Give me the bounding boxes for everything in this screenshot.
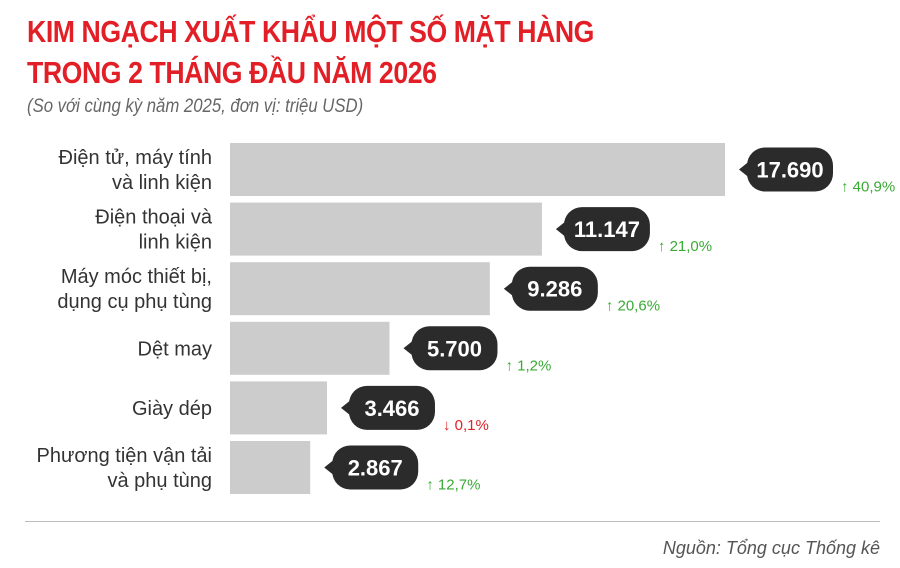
bar [230,262,490,316]
divider [25,521,880,522]
category-label: dụng cụ phụ tùng [57,291,212,313]
category-label: và linh kiện [112,172,212,194]
value-label: 5.700 [427,336,482,361]
bubble-pointer [503,280,514,297]
category-label: Phương tiện vận tải [37,445,213,467]
value-label: 3.466 [364,396,419,421]
bar [230,441,311,494]
category-label: Giày dép [132,398,212,420]
up-arrow-change: ↑ 20,6% [606,298,660,315]
chart-title-line2: TRONG 2 THÁNG ĐẦU NĂM 2026 [27,55,437,90]
value-label: 17.690 [756,158,823,183]
up-arrow-change: ↑ 21,0% [658,238,712,255]
value-bubble [747,147,833,192]
up-arrow-change: ↑ 1,2% [505,357,551,374]
bar [230,143,725,196]
bubble-pointer [403,340,414,357]
bubble-pointer [739,161,749,178]
category-label: Điện thoại và [95,207,213,229]
category-label: Điện tử, máy tính [59,147,212,169]
category-label: Dệt may [138,338,212,360]
down-arrow-change: ↓ 0,1% [443,417,489,434]
value-label: 11.147 [574,217,640,242]
category-label: và phụ tùng [107,470,212,492]
category-label: linh kiện [139,232,212,254]
bar-chart: Điện tử, máy tính và linh kiện 17.690 ↑ 40,… [37,143,895,494]
bubble-pointer [324,459,335,476]
up-arrow-change: ↑ 40,9% [841,179,895,196]
up-arrow-change: ↑ 12,7% [426,477,480,494]
value-bubble [348,385,435,430]
bubble-pointer [340,399,351,416]
bar [230,321,390,375]
value-bubble [332,445,419,490]
chart-subtitle: (So với cùng kỳ năm 2025, đơn vị: triệu … [27,96,364,117]
category-label: Máy móc thiết bị, [61,266,212,288]
value-bubble [563,207,650,252]
value-bubble [411,326,498,371]
chart-title-line1: KIM NGẠCH XUẤT KHẨU MỘT SỐ MẶT HÀNG [27,14,594,49]
bubble-pointer [555,221,566,238]
bar [230,381,327,435]
source-note: Nguồn: Tổng cục Thống kê [662,538,880,558]
value-label: 9.286 [527,277,582,302]
value-bubble [511,266,598,311]
bar [230,202,542,256]
value-label: 2.867 [348,456,403,481]
